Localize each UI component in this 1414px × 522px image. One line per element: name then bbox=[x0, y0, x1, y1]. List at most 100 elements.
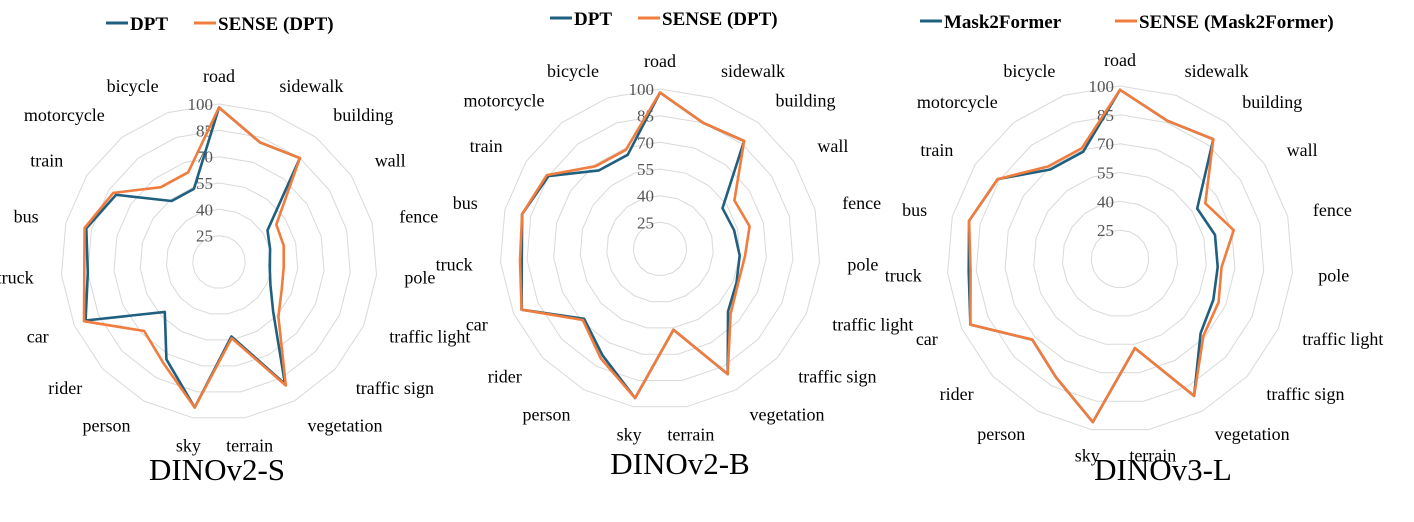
legend-item: SENSE (DPT) bbox=[638, 9, 778, 30]
category-label: traffic light bbox=[832, 315, 913, 335]
category-label: bicycle bbox=[1003, 61, 1055, 81]
tick-label: 100 bbox=[1089, 77, 1115, 96]
legend-label: SENSE (DPT) bbox=[662, 9, 778, 30]
legend-label: SENSE (Mask2Former) bbox=[1139, 12, 1334, 33]
legend-item: DPT bbox=[106, 14, 168, 35]
category-label: road bbox=[1104, 50, 1136, 70]
category-label: motorcycle bbox=[464, 91, 545, 111]
grid-ring bbox=[526, 115, 794, 381]
category-label: traffic sign bbox=[798, 366, 876, 386]
category-label: terrain bbox=[667, 424, 714, 444]
category-label: motorcycle bbox=[917, 92, 998, 112]
grid-ring bbox=[192, 235, 246, 289]
category-label: car bbox=[466, 315, 488, 335]
tick-label: 55 bbox=[1097, 164, 1114, 183]
grid-ring bbox=[113, 156, 325, 367]
category-label: wall bbox=[1287, 140, 1318, 160]
tick-label: 70 bbox=[637, 133, 654, 152]
category-label: terrain bbox=[226, 436, 273, 456]
tick-label: 40 bbox=[196, 200, 213, 219]
chart-title: DINOv3-L bbox=[1094, 452, 1232, 487]
category-label: rider bbox=[940, 384, 974, 404]
legend-label: DPT bbox=[574, 9, 612, 30]
legend-item: SENSE (Mask2Former) bbox=[1115, 12, 1334, 33]
category-label: truck bbox=[885, 265, 922, 285]
category-label: person bbox=[83, 416, 131, 436]
tick-label: 40 bbox=[1097, 192, 1114, 211]
series-line-sense bbox=[518, 91, 751, 400]
category-label: traffic light bbox=[389, 327, 470, 347]
category-label: building bbox=[776, 91, 836, 111]
tick-label: 25 bbox=[1097, 221, 1114, 240]
grid-ring bbox=[1033, 171, 1207, 345]
legend-label: DPT bbox=[130, 14, 168, 35]
grid-ring bbox=[499, 88, 821, 408]
chart-title: DINOv2-S bbox=[149, 452, 285, 487]
category-label: fence bbox=[399, 206, 438, 226]
category-label: car bbox=[916, 329, 938, 349]
category-label: rider bbox=[488, 366, 522, 386]
grid-ring bbox=[606, 195, 714, 303]
radar-chart-1: 2540557085100roadsidewalkbuildingwallfen… bbox=[0, 14, 470, 487]
category-label: person bbox=[977, 424, 1025, 444]
grid-ring bbox=[165, 208, 273, 315]
category-label: sidewalk bbox=[1185, 61, 1249, 81]
grid-ring bbox=[1061, 200, 1179, 317]
tick-label: 25 bbox=[196, 227, 213, 246]
category-label: rider bbox=[48, 378, 82, 398]
category-label: traffic light bbox=[1302, 329, 1383, 349]
legend-item: DPT bbox=[550, 9, 612, 30]
category-label: person bbox=[523, 404, 571, 424]
category-label: sidewalk bbox=[721, 61, 785, 81]
category-label: fence bbox=[1313, 200, 1352, 220]
category-label: bicycle bbox=[107, 76, 159, 96]
tick-label: 70 bbox=[1097, 135, 1114, 154]
category-label: wall bbox=[817, 136, 848, 156]
radar-chart-2: 2540557085100roadsidewalkbuildingwallfen… bbox=[436, 9, 914, 481]
category-label: wall bbox=[375, 150, 406, 170]
category-label: pole bbox=[847, 255, 878, 275]
grid-ring bbox=[60, 103, 378, 419]
tick-label: 40 bbox=[637, 187, 654, 206]
grid-ring bbox=[139, 182, 299, 341]
category-label: train bbox=[30, 150, 63, 170]
category-label: motorcycle bbox=[24, 105, 105, 125]
category-label: traffic sign bbox=[1266, 384, 1344, 404]
category-label: traffic sign bbox=[356, 378, 434, 398]
category-label: vegetation bbox=[750, 404, 825, 424]
category-label: pole bbox=[1318, 265, 1349, 285]
category-label: vegetation bbox=[308, 416, 383, 436]
grid-ring bbox=[579, 168, 741, 329]
legend-item: Mask2Former bbox=[920, 12, 1062, 33]
category-label: bus bbox=[902, 200, 927, 220]
chart-title: DINOv2-B bbox=[610, 446, 750, 481]
category-label: truck bbox=[436, 255, 473, 275]
category-label: road bbox=[644, 51, 676, 71]
grid-ring bbox=[87, 129, 351, 393]
category-label: train bbox=[920, 140, 953, 160]
category-label: road bbox=[203, 66, 235, 86]
category-label: building bbox=[333, 105, 393, 125]
category-label: train bbox=[470, 136, 503, 156]
tick-label: 100 bbox=[629, 80, 655, 99]
category-label: terrain bbox=[1129, 445, 1176, 465]
legend-label: Mask2Former bbox=[944, 12, 1062, 33]
category-label: car bbox=[27, 327, 49, 347]
legend-item: SENSE (DPT) bbox=[194, 14, 334, 35]
category-label: fence bbox=[842, 193, 881, 213]
series-line-sense bbox=[967, 88, 1235, 424]
legend-label: SENSE (DPT) bbox=[218, 14, 334, 35]
category-label: building bbox=[1242, 92, 1302, 112]
category-label: bicycle bbox=[547, 61, 599, 81]
category-label: sky bbox=[617, 424, 642, 444]
category-label: vegetation bbox=[1215, 424, 1290, 444]
category-label: sky bbox=[176, 436, 201, 456]
category-label: sky bbox=[1075, 445, 1100, 465]
category-label: bus bbox=[14, 206, 39, 226]
series-line-sense bbox=[82, 106, 302, 409]
tick-label: 100 bbox=[188, 95, 214, 114]
category-label: bus bbox=[453, 193, 478, 213]
category-label: truck bbox=[0, 267, 34, 287]
tick-label: 25 bbox=[637, 213, 654, 232]
